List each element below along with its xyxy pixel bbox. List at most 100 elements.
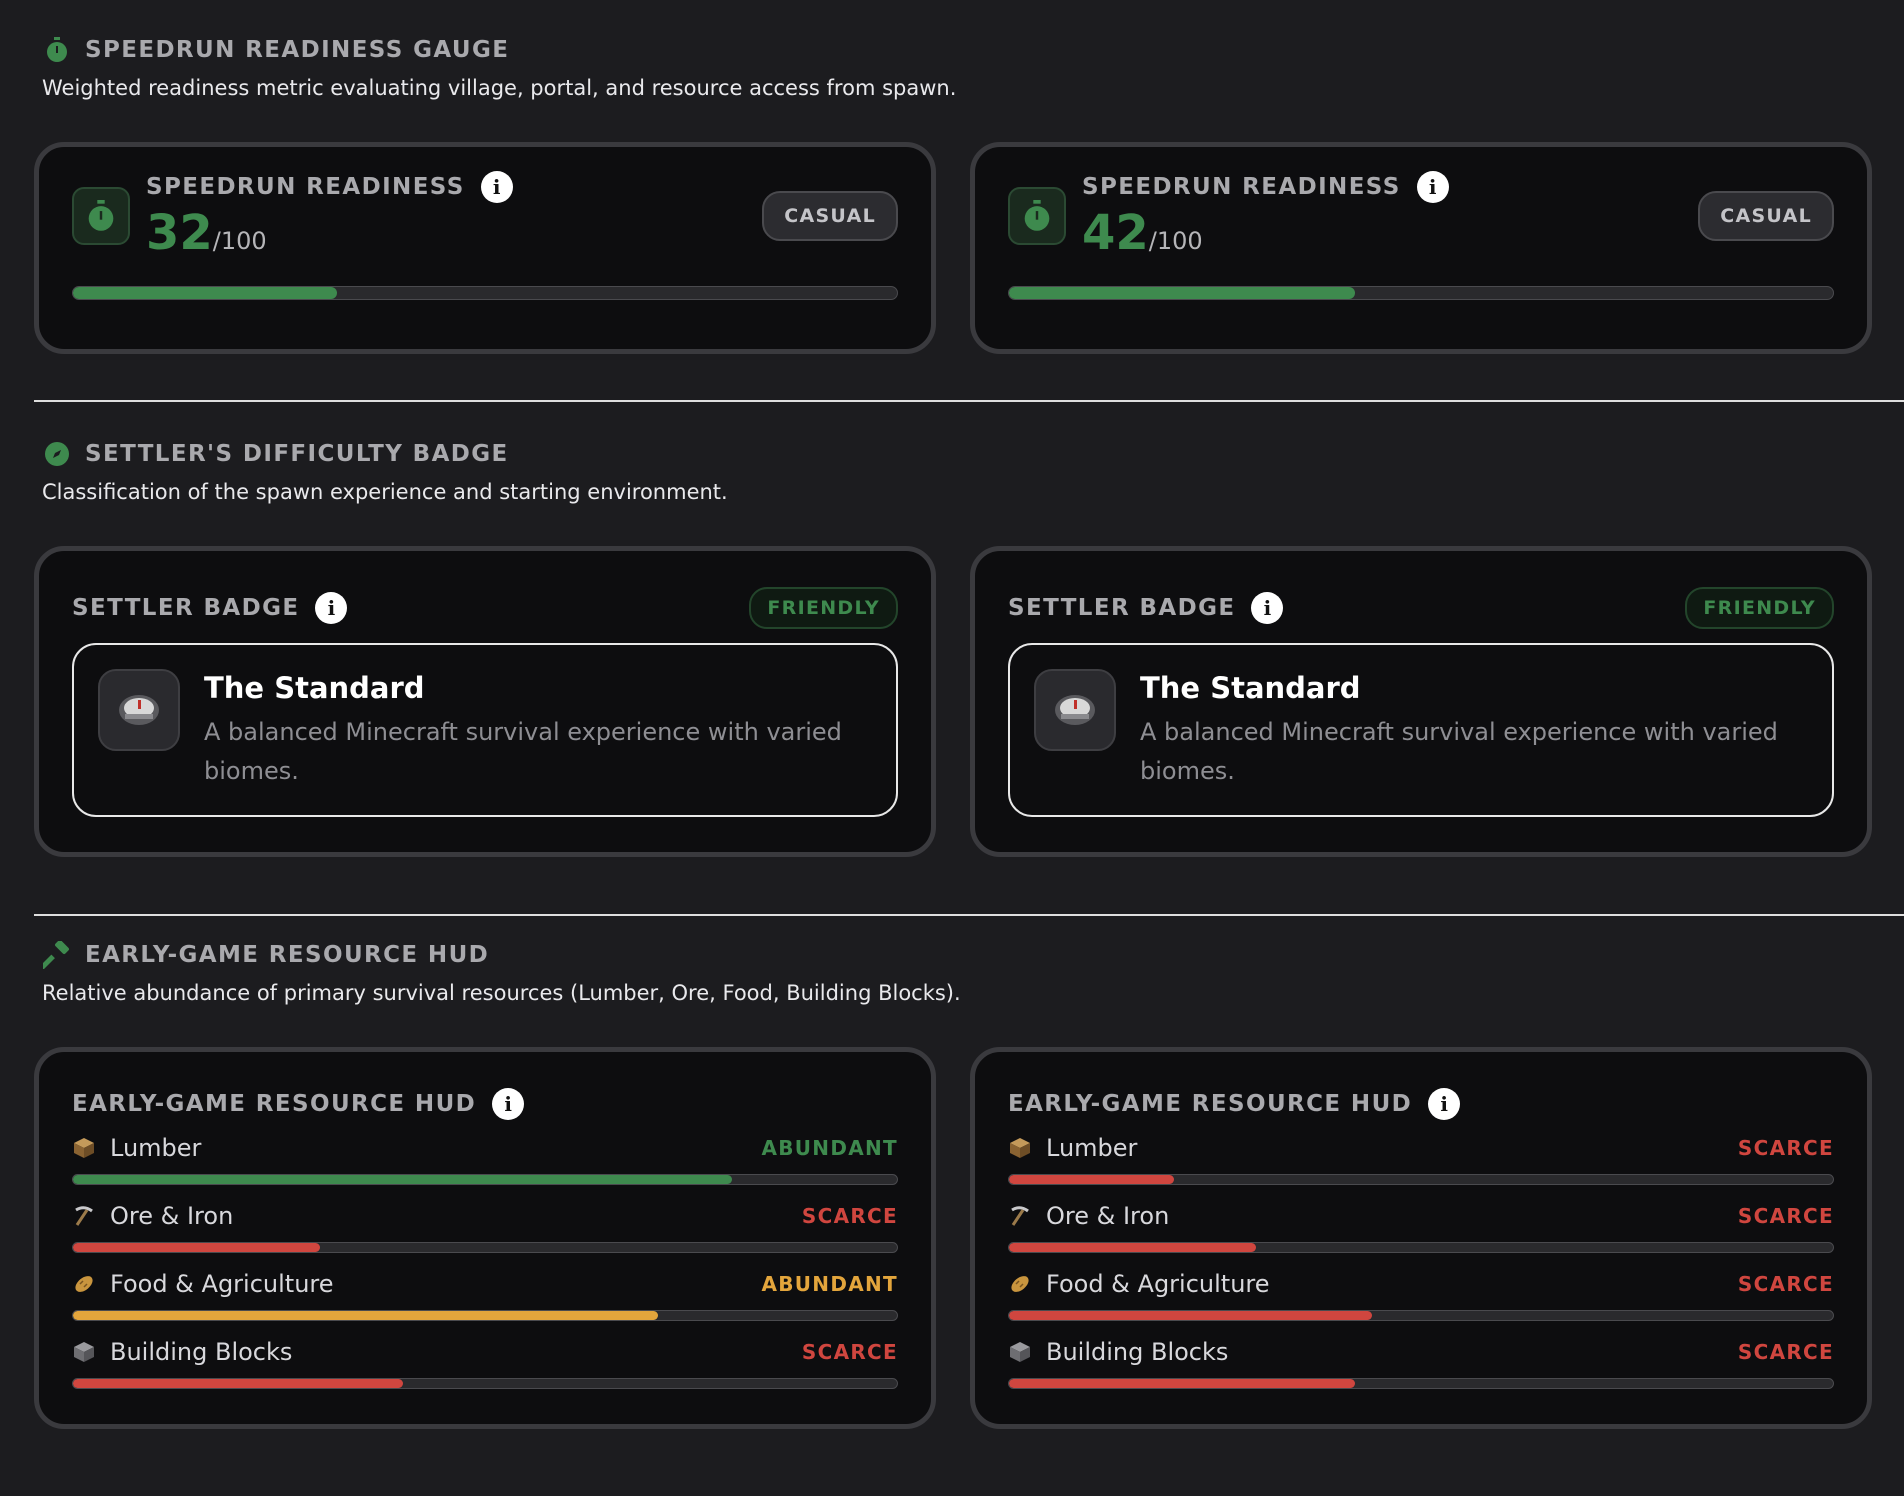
resource-row: Ore & Iron SCARCE [72,1196,898,1264]
info-icon[interactable]: i [1416,171,1449,203]
readiness-progress-bar [72,286,898,300]
resource-label: Lumber [1046,1134,1138,1162]
speedrun-section: SPEEDRUN READINESS GAUGE Weighted readin… [0,0,1904,354]
resource-row: Building Blocks SCARCE [72,1332,898,1400]
hammer-icon [42,940,72,970]
resource-level-fill [73,1311,659,1320]
resource-status: SCARCE [801,1340,898,1364]
resource-name: Ore & Iron [1008,1202,1169,1230]
resource-label: Food & Agriculture [110,1270,334,1298]
resource-level-bar [1008,1378,1834,1389]
resource-status: SCARCE [1737,1136,1834,1160]
difficulty-badge: FRIENDLY [1685,587,1834,629]
wood-block-icon [1008,1136,1032,1160]
resource-name: Lumber [72,1134,201,1162]
readiness-tier-badge: CASUAL [762,191,898,241]
resource-row: Building Blocks SCARCE [1008,1332,1834,1400]
stopwatch-icon [42,35,72,65]
resource-level-bar [72,1242,898,1253]
resource-name: Building Blocks [1008,1338,1228,1366]
resource-row: Food & Agriculture ABUNDANT [72,1264,898,1332]
card-label: EARLY-GAME RESOURCE HUD [72,1091,477,1117]
badge-name: The Standard [1140,671,1361,705]
readiness-score: 42/100 [1082,205,1203,261]
resource-level-fill [1009,1311,1372,1320]
resource-level-fill [1009,1243,1257,1252]
card-label: SPEEDRUN READINESS [1082,174,1401,200]
resource-level-fill [73,1243,321,1252]
compass-item-icon [1034,669,1116,751]
settler-section: SETTLER'S DIFFICULTY BADGE Classificatio… [0,354,1904,857]
resource-status: SCARCE [1737,1204,1834,1228]
pickaxe-icon [72,1204,96,1228]
resource-label: Building Blocks [1046,1338,1229,1366]
resource-status: SCARCE [1737,1272,1834,1296]
resource-level-bar [72,1174,898,1185]
resource-label: Building Blocks [110,1338,293,1366]
resource-label: Ore & Iron [1046,1202,1170,1230]
section-description: Relative abundance of primary survival r… [42,981,961,1005]
difficulty-badge: FRIENDLY [749,587,898,629]
resource-level-fill [1009,1175,1174,1184]
settler-badge-box: The Standard A balanced Minecraft surviv… [72,643,898,817]
compass-item-icon [98,669,180,751]
settler-card: SETTLER BADGE i FRIENDLY The Standard A … [34,546,936,857]
resource-level-bar [72,1310,898,1321]
section-title: SPEEDRUN READINESS GAUGE [85,37,510,63]
info-icon[interactable]: i [1251,592,1284,624]
resource-label: Lumber [110,1134,202,1162]
readiness-score: 32/100 [146,205,267,261]
readiness-progress-bar [1008,286,1834,300]
resource-row: Lumber SCARCE [1008,1128,1834,1196]
resource-card: EARLY-GAME RESOURCE HUD i Lumber SCARCE Or… [970,1047,1872,1429]
bread-icon [72,1272,96,1296]
resource-level-bar [1008,1174,1834,1185]
stone-block-icon [72,1340,96,1364]
pickaxe-icon [1008,1204,1032,1228]
resource-row: Food & Agriculture SCARCE [1008,1264,1834,1332]
progress-fill [73,287,337,299]
resource-row: Lumber ABUNDANT [72,1128,898,1196]
section-title: EARLY-GAME RESOURCE HUD [85,942,490,968]
info-icon[interactable]: i [315,592,348,624]
resource-name: Food & Agriculture [72,1270,334,1298]
section-description: Classification of the spawn experience a… [42,480,728,504]
resource-level-bar [1008,1242,1834,1253]
info-icon[interactable]: i [480,171,513,203]
settler-badge-box: The Standard A balanced Minecraft surviv… [1008,643,1834,817]
stone-block-icon [1008,1340,1032,1364]
wood-block-icon [72,1136,96,1160]
resource-status: SCARCE [1737,1340,1834,1364]
resource-list: Lumber ABUNDANT Ore & Iron SCARCE Food & Agr… [72,1128,898,1400]
resource-level-bar [72,1378,898,1389]
resource-level-fill [73,1175,733,1184]
resources-section: EARLY-GAME RESOURCE HUD Relative abundan… [0,857,1904,1429]
bread-icon [1008,1272,1032,1296]
stopwatch-icon [1008,187,1066,245]
section-header: EARLY-GAME RESOURCE HUD [34,935,1904,975]
settler-card: SETTLER BADGE i FRIENDLY The Standard A … [970,546,1872,857]
info-icon[interactable]: i [1428,1088,1461,1120]
resource-list: Lumber SCARCE Ore & Iron SCARCE Food & Agric… [1008,1128,1834,1400]
badge-name: The Standard [204,671,425,705]
card-label: SETTLER BADGE [72,595,300,621]
speedrun-card: SPEEDRUN READINESS i 32/100 CASUAL [34,142,936,354]
resource-name: Food & Agriculture [1008,1270,1270,1298]
resource-status: ABUNDANT [761,1272,898,1296]
compass-icon [42,439,72,469]
info-icon[interactable]: i [492,1088,525,1120]
readiness-tier-badge: CASUAL [1698,191,1834,241]
resource-name: Lumber [1008,1134,1137,1162]
resource-status: ABUNDANT [761,1136,898,1160]
card-label: SETTLER BADGE [1008,595,1236,621]
resource-status: SCARCE [801,1204,898,1228]
resource-card: EARLY-GAME RESOURCE HUD i Lumber ABUNDANT… [34,1047,936,1429]
section-header: SPEEDRUN READINESS GAUGE [34,30,1904,70]
section-header: SETTLER'S DIFFICULTY BADGE [34,434,1904,474]
resource-name: Ore & Iron [72,1202,233,1230]
speedrun-card: SPEEDRUN READINESS i 42/100 CASUAL [970,142,1872,354]
section-title: SETTLER'S DIFFICULTY BADGE [85,441,509,467]
resource-level-bar [1008,1310,1834,1321]
resource-level-fill [1009,1379,1356,1388]
resource-label: Food & Agriculture [1046,1270,1270,1298]
